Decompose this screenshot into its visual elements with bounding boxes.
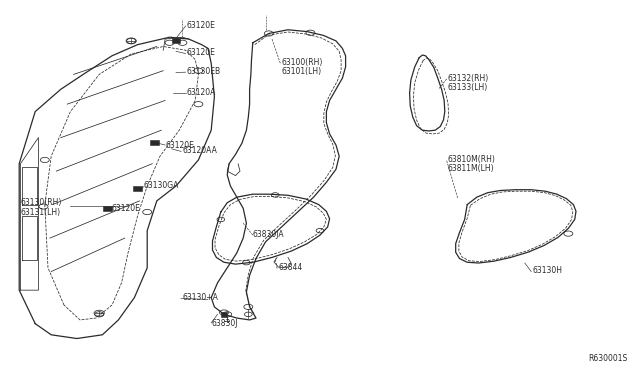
- Text: 63120AA: 63120AA: [182, 146, 217, 155]
- Polygon shape: [133, 186, 142, 191]
- Text: 63120E: 63120E: [187, 48, 216, 57]
- Polygon shape: [172, 38, 180, 43]
- Text: 63810M(RH): 63810M(RH): [448, 155, 496, 164]
- Text: 63130EB: 63130EB: [187, 67, 221, 76]
- Text: 63830JA: 63830JA: [253, 230, 284, 239]
- Text: 63132(RH): 63132(RH): [448, 74, 489, 83]
- Text: 63100(RH): 63100(RH): [282, 58, 323, 67]
- Text: 63120E: 63120E: [112, 204, 141, 213]
- Polygon shape: [150, 140, 159, 145]
- Text: 63120E: 63120E: [165, 141, 194, 150]
- Text: 63130+A: 63130+A: [182, 293, 218, 302]
- Text: 63131(LH): 63131(LH): [20, 208, 61, 217]
- Text: 63130GA: 63130GA: [144, 182, 179, 190]
- Text: 63844: 63844: [278, 263, 303, 272]
- Text: 63101(LH): 63101(LH): [282, 67, 322, 76]
- Text: 63130(RH): 63130(RH): [20, 198, 62, 207]
- Text: 63120E: 63120E: [187, 21, 216, 30]
- Text: 63130H: 63130H: [532, 266, 563, 275]
- Text: 63133(LH): 63133(LH): [448, 83, 488, 92]
- Polygon shape: [221, 312, 227, 317]
- Text: 63811M(LH): 63811M(LH): [448, 164, 495, 173]
- Text: 63120A: 63120A: [187, 88, 216, 97]
- Text: R630001S: R630001S: [588, 355, 627, 363]
- Polygon shape: [103, 206, 112, 211]
- Text: 63830J: 63830J: [211, 319, 237, 328]
